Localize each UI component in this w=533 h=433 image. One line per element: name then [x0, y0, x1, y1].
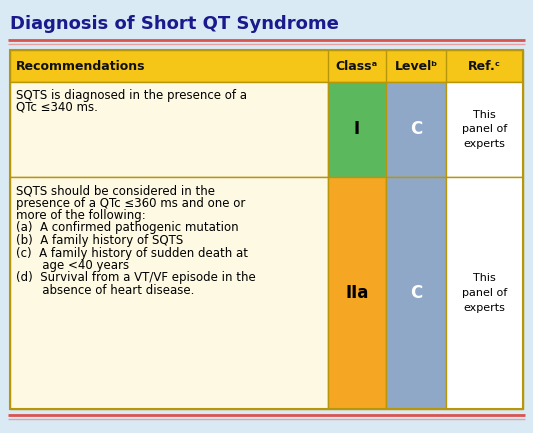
Text: more of the following:: more of the following: [16, 209, 146, 222]
Text: SQTS should be considered in the: SQTS should be considered in the [16, 184, 215, 197]
Text: Ref.ᶜ: Ref.ᶜ [468, 59, 501, 72]
Bar [10, 82, 328, 177]
Text: Classᵃ: Classᵃ [336, 59, 378, 72]
Text: (a)  A confirmed pathogenic mutation: (a) A confirmed pathogenic mutation [16, 222, 239, 235]
Bar [446, 82, 523, 177]
Text: C: C [410, 120, 422, 139]
Bar [386, 82, 446, 177]
Bar [10, 177, 328, 409]
Bar [446, 177, 523, 409]
Bar [10, 50, 523, 82]
Text: Levelᵇ: Levelᵇ [394, 59, 438, 72]
Text: Diagnosis of Short QT Syndrome: Diagnosis of Short QT Syndrome [10, 15, 339, 33]
Text: (b)  A family history of SQTS: (b) A family history of SQTS [16, 234, 183, 247]
Text: absence of heart disease.: absence of heart disease. [16, 284, 195, 297]
Text: C: C [410, 284, 422, 302]
Bar [386, 177, 446, 409]
Text: I: I [354, 120, 360, 139]
Text: age <40 years: age <40 years [16, 259, 129, 272]
Text: QTc ≤340 ms.: QTc ≤340 ms. [16, 101, 98, 114]
Text: Recommendations: Recommendations [16, 59, 146, 72]
Text: SQTS is diagnosed in the presence of a: SQTS is diagnosed in the presence of a [16, 89, 247, 102]
Bar [328, 82, 386, 177]
Bar [328, 177, 386, 409]
Text: presence of a QTc ≤360 ms and one or: presence of a QTc ≤360 ms and one or [16, 197, 245, 210]
Text: (d)  Survival from a VT/VF episode in the: (d) Survival from a VT/VF episode in the [16, 271, 256, 284]
Bar [10, 50, 523, 409]
Text: This
panel of
experts: This panel of experts [462, 273, 507, 313]
Text: IIa: IIa [345, 284, 369, 302]
Text: This
panel of
experts: This panel of experts [462, 110, 507, 149]
Text: (c)  A family history of sudden death at: (c) A family history of sudden death at [16, 246, 248, 259]
